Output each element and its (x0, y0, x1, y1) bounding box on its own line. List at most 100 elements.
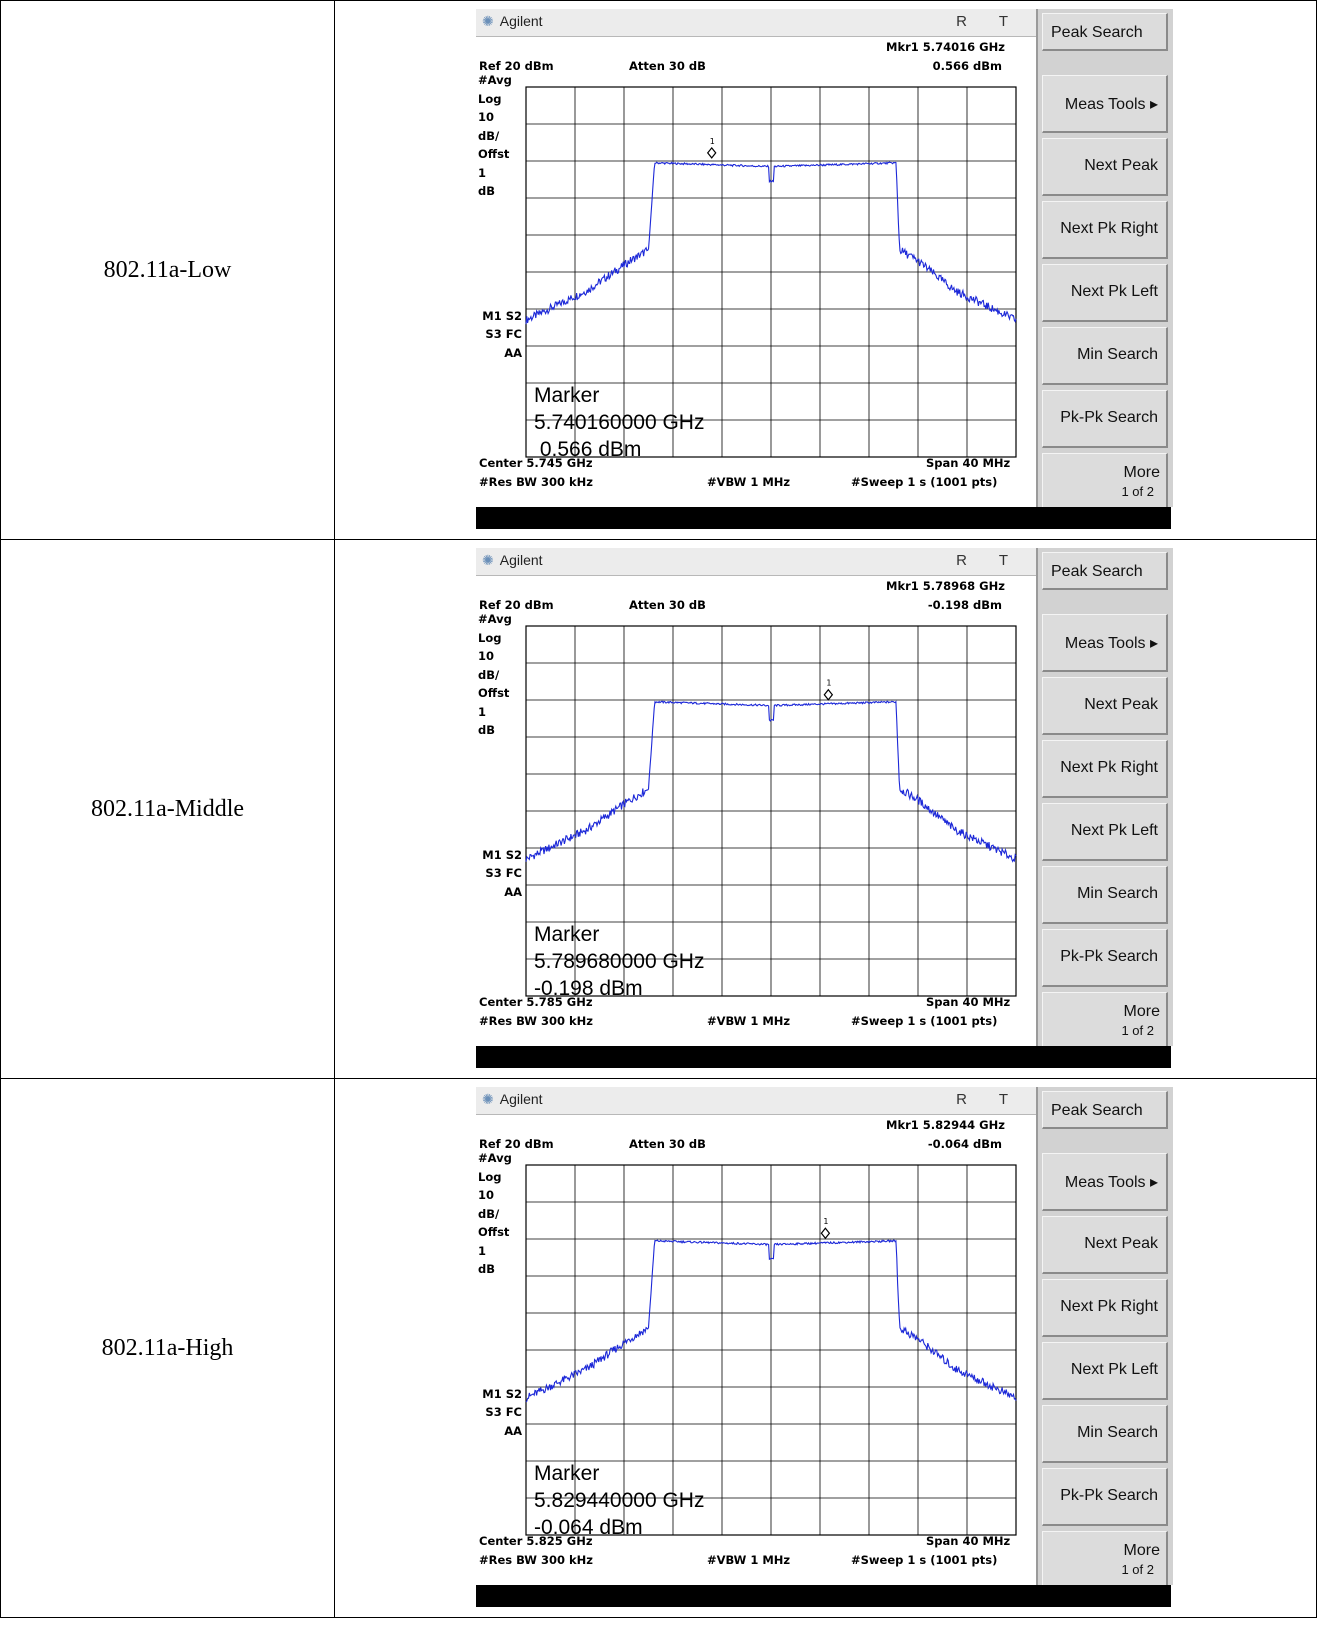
scale-label: dB/ (478, 667, 500, 682)
softkey-3[interactable]: Next Pk Right (1042, 1279, 1168, 1337)
scale-label: Offst (478, 686, 510, 700)
softkey-more[interactable]: More 1 of 2 (1042, 992, 1168, 1050)
marker-amplitude: -0.064 dBm (534, 1516, 643, 1539)
agilent-logo-icon: ✺ (482, 1091, 494, 1107)
softkey-1[interactable]: Meas Tools ▸ (1042, 1153, 1168, 1211)
marker-frequency: 5.789680000 GHz (534, 950, 705, 973)
softkey-2[interactable]: Next Peak (1042, 1216, 1168, 1274)
softkey-more[interactable]: More 1 of 2 (1042, 1531, 1168, 1589)
marker-readout-amp: 0.566 dBm (932, 59, 1002, 73)
scale-label: Offst (478, 1225, 510, 1239)
softkey-label: Next Pk Left (1070, 1361, 1158, 1378)
marker-readout-freq: Mkr1 5.82944 GHz (886, 1118, 1005, 1132)
softkey-more-page: 1 of 2 (1121, 484, 1154, 499)
trace-line (525, 700, 1017, 863)
marker-title: Marker (534, 1462, 600, 1485)
marker-amplitude: 0.566 dBm (534, 438, 642, 461)
softkey-label: Min Search (1077, 346, 1158, 363)
resolution-bandwidth: #Res BW 300 kHz (479, 1014, 593, 1028)
scale-labels: #Avg Log 10 dB/Offst 1 dB (478, 610, 526, 740)
softkey-more-label: More (1123, 464, 1160, 481)
attenuation: Atten 30 dB (629, 598, 706, 612)
row-label: 802.11a-High (0, 1078, 335, 1618)
softkey-label: Next Peak (1084, 696, 1158, 713)
mode-label-m1: M1 S2 (482, 848, 522, 862)
softkey-label: Pk-Pk Search (1060, 1487, 1158, 1504)
spectrum-plot: 1 (525, 625, 1017, 997)
scale-label: 10 (478, 649, 495, 663)
reference-level: Ref 20 dBm (479, 1137, 554, 1151)
softkey-label: Min Search (1077, 1424, 1158, 1441)
softkey-6[interactable]: Pk-Pk Search (1042, 929, 1168, 987)
scale-label: dB (478, 723, 495, 737)
softkey-label: Pk-Pk Search (1060, 948, 1158, 965)
softkey-more-page: 1 of 2 (1121, 1562, 1154, 1577)
softkey-0[interactable]: Peak Search (1042, 552, 1168, 590)
marker-amplitude: -0.198 dBm (534, 977, 643, 1000)
softkey-1[interactable]: Meas Tools ▸ (1042, 75, 1168, 133)
title-bar: ✺ Agilent R T (476, 9, 1036, 37)
marker-annotation: Marker 5.789680000 GHz -0.198 dBm (534, 921, 704, 1002)
softkey-more[interactable]: More 1 of 2 (1042, 453, 1168, 511)
scale-label: Log (478, 630, 502, 645)
scale-label: #Avg (478, 73, 512, 87)
marker-annotation: Marker 5.829440000 GHz -0.064 dBm (534, 1460, 704, 1541)
softkey-panel: Peak Search Meas Tools ▸ Next Peak Next Pk … (1036, 548, 1173, 1050)
softkey-5[interactable]: Min Search (1042, 327, 1168, 385)
softkey-0[interactable]: Peak Search (1042, 1091, 1168, 1129)
analyzer-screenshot-cell: ✺ Agilent R T Mkr1 5.82944 GHz -0.064 dBm Ref… (334, 1078, 1317, 1618)
softkey-5[interactable]: Min Search (1042, 1405, 1168, 1463)
softkey-label: Peak Search (1051, 24, 1143, 41)
softkey-6[interactable]: Pk-Pk Search (1042, 390, 1168, 448)
softkey-0[interactable]: Peak Search (1042, 13, 1168, 51)
status-bar (476, 1585, 1171, 1607)
brand-name: Agilent (499, 13, 543, 29)
softkey-label: Next Peak (1084, 1235, 1158, 1252)
softkey-2[interactable]: Next Peak (1042, 138, 1168, 196)
marker-number: 1 (710, 137, 715, 146)
softkey-4[interactable]: Next Pk Left (1042, 264, 1168, 322)
softkey-4[interactable]: Next Pk Left (1042, 803, 1168, 861)
analyzer-screenshot-cell: ✺ Agilent R T Mkr1 5.74016 GHz 0.566 dBm Ref … (334, 0, 1317, 540)
softkey-3[interactable]: Next Pk Right (1042, 201, 1168, 259)
softkey-6[interactable]: Pk-Pk Search (1042, 1468, 1168, 1526)
center-frequency: Center 5.745 GHz (479, 456, 593, 470)
spectrum-analyzer-screen: ✺ Agilent R T Mkr1 5.74016 GHz 0.566 dBm Ref … (476, 9, 1180, 537)
table-row: 802.11a-Middle ✺ Agilent R T Mkr1 5.78968 G… (0, 539, 1317, 1079)
mode-label-aa: AA (504, 885, 522, 899)
scale-labels: #Avg Log 10 dB/Offst 1 dB (478, 71, 526, 201)
marker-readout-freq: Mkr1 5.78968 GHz (886, 579, 1005, 593)
title-bar: ✺ Agilent R T (476, 1087, 1036, 1115)
brand: ✺ Agilent (482, 552, 543, 569)
softkey-3[interactable]: Next Pk Right (1042, 740, 1168, 798)
scale-label: dB/ (478, 128, 500, 143)
status-indicator-rt: R T (956, 1091, 1022, 1108)
softkey-label: Next Pk Right (1060, 220, 1158, 237)
softkey-label: Meas Tools ▸ (1064, 1174, 1158, 1191)
marker-frequency: 5.829440000 GHz (534, 1489, 705, 1512)
marker-number: 1 (823, 1217, 828, 1226)
softkey-panel: Peak Search Meas Tools ▸ Next Peak Next Pk … (1036, 1087, 1173, 1589)
scale-label: Log (478, 91, 502, 106)
marker-diamond-icon (706, 146, 717, 159)
scale-label: dB (478, 184, 495, 198)
softkey-5[interactable]: Min Search (1042, 866, 1168, 924)
scale-labels: #Avg Log 10 dB/Offst 1 dB (478, 1149, 526, 1279)
softkey-more-label: More (1123, 1542, 1160, 1559)
sweep-time: #Sweep 1 s (1001 pts) (851, 1553, 998, 1567)
softkey-label: Next Pk Right (1060, 1298, 1158, 1315)
softkey-4[interactable]: Next Pk Left (1042, 1342, 1168, 1400)
softkey-1[interactable]: Meas Tools ▸ (1042, 614, 1168, 672)
marker-readout-freq: Mkr1 5.74016 GHz (886, 40, 1005, 54)
mode-label-m1: M1 S2 (482, 1387, 522, 1401)
row-label: 802.11a-Low (0, 0, 335, 540)
brand-name: Agilent (499, 1091, 543, 1107)
softkey-more-label: More (1123, 1003, 1160, 1020)
scale-label: Log (478, 1169, 502, 1184)
softkey-2[interactable]: Next Peak (1042, 677, 1168, 735)
softkey-panel: Peak Search Meas Tools ▸ Next Peak Next Pk … (1036, 9, 1173, 511)
spectrum-analyzer-screen: ✺ Agilent R T Mkr1 5.78968 GHz -0.198 dBm Ref… (476, 548, 1180, 1076)
table-row: 802.11a-Low ✺ Agilent R T Mkr1 5.74016 GHz 0… (0, 0, 1317, 540)
status-bar (476, 507, 1171, 529)
